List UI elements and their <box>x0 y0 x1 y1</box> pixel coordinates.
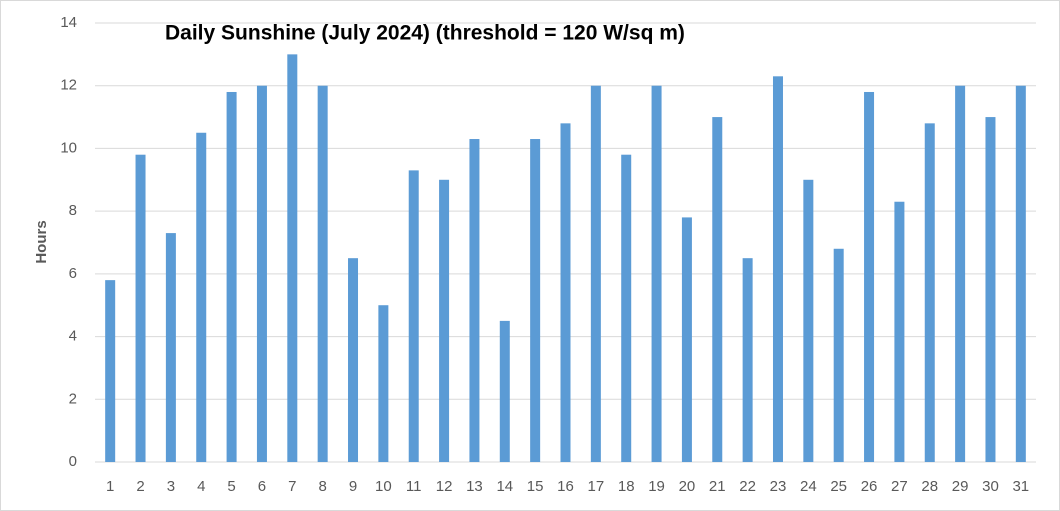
x-tick-label: 3 <box>167 478 175 495</box>
bar <box>378 305 389 462</box>
y-tick-label: 10 <box>60 139 77 156</box>
x-tick-label: 19 <box>648 478 665 495</box>
bar <box>833 248 844 462</box>
y-tick-label: 14 <box>60 14 77 31</box>
x-tick-label: 15 <box>527 478 544 495</box>
chart-title: Daily Sunshine (July 2024) (threshold = … <box>165 22 685 45</box>
x-tick-label: 18 <box>618 478 635 495</box>
x-tick-label: 1 <box>106 478 114 495</box>
bar <box>894 201 905 462</box>
x-tick-label: 25 <box>830 478 847 495</box>
x-tick-label: 5 <box>227 478 235 495</box>
x-tick-label: 23 <box>770 478 787 495</box>
bar <box>742 258 753 462</box>
x-tick-label: 26 <box>861 478 878 495</box>
x-tick-label: 16 <box>557 478 574 495</box>
bar <box>135 154 146 462</box>
bar <box>287 54 298 462</box>
bar <box>439 179 450 463</box>
x-tick-label: 8 <box>318 478 326 495</box>
x-tick-label: 17 <box>588 478 605 495</box>
y-tick-label: 12 <box>60 77 77 94</box>
bar <box>681 217 692 462</box>
x-tick-label: 12 <box>436 478 453 495</box>
x-tick-label: 27 <box>891 478 908 495</box>
x-tick-label: 2 <box>136 478 144 495</box>
x-tick-label: 20 <box>679 478 696 495</box>
y-tick-label: 0 <box>69 453 77 470</box>
x-tick-label: 11 <box>406 478 422 495</box>
bar <box>408 170 419 462</box>
x-tick-label: 31 <box>1012 478 1029 495</box>
bar <box>985 117 996 463</box>
y-axis-label: Hours <box>33 220 50 263</box>
x-tick-label: 14 <box>496 478 513 495</box>
y-tick-label: 8 <box>69 202 77 219</box>
x-tick-label: 28 <box>921 478 938 495</box>
bar <box>712 117 723 463</box>
y-tick-label: 6 <box>69 265 77 282</box>
bar <box>621 154 632 462</box>
x-tick-label: 4 <box>197 478 205 495</box>
bar <box>317 85 328 462</box>
bar <box>165 233 176 462</box>
bar <box>864 91 875 462</box>
bar <box>348 258 359 462</box>
bar <box>226 91 237 462</box>
bar <box>499 320 510 462</box>
y-tick-label: 4 <box>69 328 77 345</box>
bar <box>772 76 783 463</box>
bar <box>530 139 541 462</box>
bar <box>590 85 601 462</box>
x-tick-label: 13 <box>466 478 483 495</box>
x-tick-label: 10 <box>375 478 392 495</box>
bar <box>469 139 480 462</box>
x-tick-label: 6 <box>258 478 266 495</box>
bar <box>955 85 966 462</box>
bar <box>105 280 116 462</box>
bar <box>256 85 267 462</box>
bar <box>196 132 207 462</box>
x-tick-label: 22 <box>739 478 756 495</box>
x-tick-label: 21 <box>709 478 726 495</box>
y-tick-label: 2 <box>69 390 77 407</box>
x-tick-label: 9 <box>349 478 357 495</box>
bar <box>924 123 935 462</box>
bar <box>651 85 662 462</box>
x-tick-label: 29 <box>952 478 969 495</box>
bar <box>1015 85 1026 462</box>
x-tick-label: 24 <box>800 478 817 495</box>
x-tick-label: 7 <box>288 478 296 495</box>
x-tick-label: 30 <box>982 478 999 495</box>
bar <box>803 179 814 463</box>
bar <box>560 123 571 462</box>
